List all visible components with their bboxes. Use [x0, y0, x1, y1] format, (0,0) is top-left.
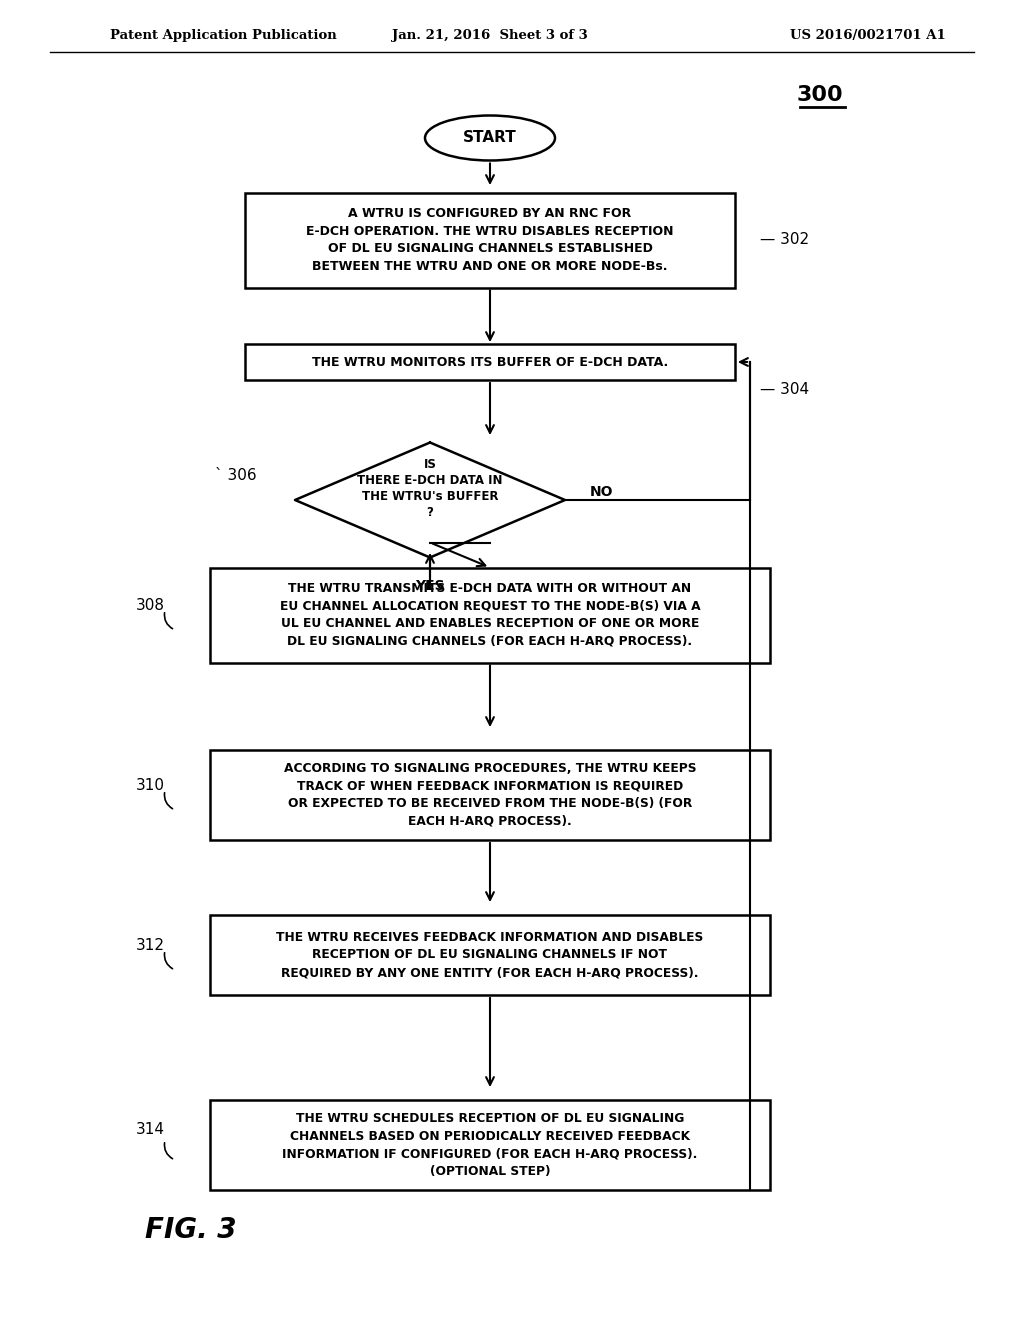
Text: THE WTRU SCHEDULES RECEPTION OF DL EU SIGNALING
CHANNELS BASED ON PERIODICALLY R: THE WTRU SCHEDULES RECEPTION OF DL EU SI…	[283, 1113, 697, 1177]
Text: THE WTRU TRANSMITS E-DCH DATA WITH OR WITHOUT AN
EU CHANNEL ALLOCATION REQUEST T: THE WTRU TRANSMITS E-DCH DATA WITH OR WI…	[280, 582, 700, 648]
Text: START: START	[463, 131, 517, 145]
Text: IS
THERE E-DCH DATA IN
THE WTRU's BUFFER
?: IS THERE E-DCH DATA IN THE WTRU's BUFFER…	[357, 458, 503, 519]
Text: NO: NO	[590, 484, 613, 499]
Text: — 304: — 304	[760, 383, 809, 397]
Text: A WTRU IS CONFIGURED BY AN RNC FOR
E-DCH OPERATION. THE WTRU DISABLES RECEPTION
: A WTRU IS CONFIGURED BY AN RNC FOR E-DCH…	[306, 207, 674, 273]
Text: FIG. 3: FIG. 3	[145, 1216, 237, 1243]
Text: 308: 308	[136, 598, 165, 612]
Text: 310: 310	[136, 777, 165, 792]
Text: YES: YES	[415, 579, 444, 594]
Text: THE WTRU MONITORS ITS BUFFER OF E-DCH DATA.: THE WTRU MONITORS ITS BUFFER OF E-DCH DA…	[312, 355, 668, 368]
Text: ˋ 306: ˋ 306	[215, 467, 257, 483]
Text: THE WTRU RECEIVES FEEDBACK INFORMATION AND DISABLES
RECEPTION OF DL EU SIGNALING: THE WTRU RECEIVES FEEDBACK INFORMATION A…	[276, 931, 703, 979]
Text: ACCORDING TO SIGNALING PROCEDURES, THE WTRU KEEPS
TRACK OF WHEN FEEDBACK INFORMA: ACCORDING TO SIGNALING PROCEDURES, THE W…	[284, 762, 696, 828]
Text: 312: 312	[136, 937, 165, 953]
Text: — 302: — 302	[760, 232, 809, 248]
Text: 314: 314	[136, 1122, 165, 1138]
Text: Jan. 21, 2016  Sheet 3 of 3: Jan. 21, 2016 Sheet 3 of 3	[392, 29, 588, 41]
Text: Patent Application Publication: Patent Application Publication	[110, 29, 337, 41]
Text: 300: 300	[797, 84, 844, 106]
Text: US 2016/0021701 A1: US 2016/0021701 A1	[790, 29, 946, 41]
